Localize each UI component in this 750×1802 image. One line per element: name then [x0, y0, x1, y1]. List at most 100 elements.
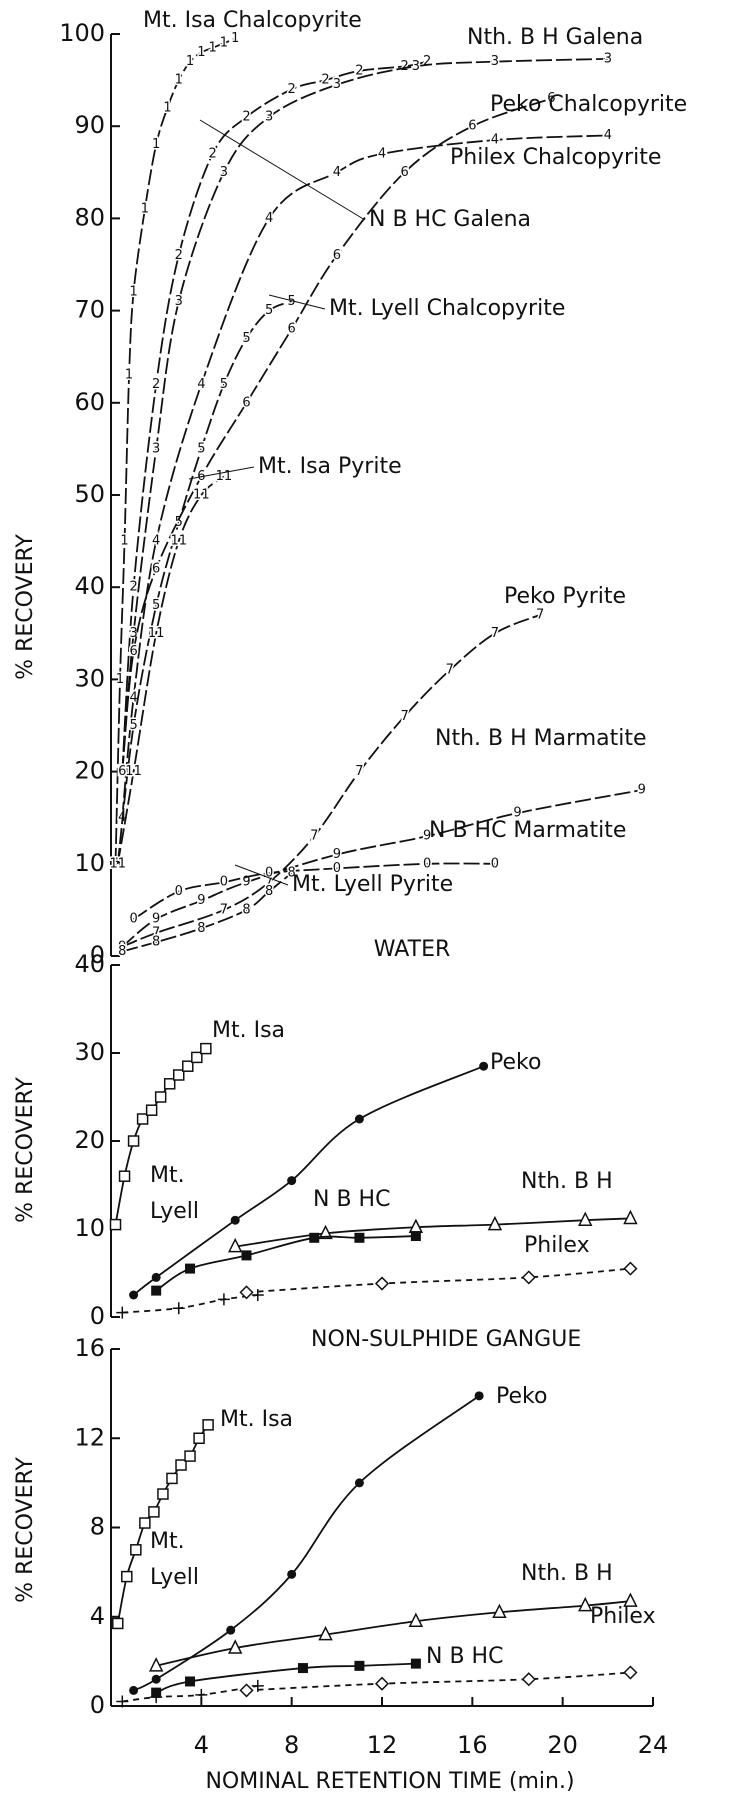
marker: 9 — [333, 847, 341, 862]
marker: 3 — [265, 109, 273, 124]
marker: 5 — [152, 598, 160, 613]
panel-title: NON-SULPHIDE GANGUE — [311, 1327, 581, 1352]
marker — [191, 1051, 203, 1064]
marker — [175, 1459, 187, 1471]
y-tick-label: 50 — [74, 480, 105, 508]
marker: 0 — [423, 856, 431, 871]
marker: 4 — [333, 165, 341, 180]
series-label: Peko — [490, 1050, 541, 1075]
marker — [193, 1432, 205, 1444]
series-line — [121, 57, 608, 772]
series-label: Mt. Isa — [212, 1018, 285, 1043]
y-tick-label: 40 — [74, 572, 105, 600]
marker: 11 — [193, 488, 210, 503]
series-label: Mt. Lyell Pyrite — [292, 872, 453, 897]
marker: 6 — [118, 764, 126, 779]
series-label: Mt. Lyell — [150, 1163, 199, 1224]
x-tick-label: 4 — [194, 1731, 209, 1759]
marker: 6 — [288, 322, 296, 337]
series-line — [155, 1662, 416, 1694]
marker — [129, 1290, 139, 1300]
marker — [623, 1665, 638, 1680]
marker: 3 — [604, 51, 612, 66]
series-line — [114, 37, 236, 864]
marker — [354, 1660, 365, 1671]
marker: 0 — [129, 912, 137, 927]
marker — [227, 1237, 243, 1253]
marker — [354, 1478, 364, 1488]
marker: 11 — [125, 764, 142, 779]
series-label: Nth. B H Marmatite — [435, 726, 647, 751]
y-axis-label: % RECOVERY — [13, 1077, 38, 1223]
marker: 0 — [491, 856, 499, 871]
series-line — [246, 1267, 631, 1294]
y-tick-label: 30 — [74, 1038, 105, 1066]
marker: 8 — [152, 935, 160, 950]
y-tick-label: 10 — [74, 1214, 105, 1242]
marker: 3 — [412, 59, 420, 74]
marker: 3 — [175, 294, 183, 309]
marker — [578, 1211, 593, 1226]
marker: 2 — [355, 63, 363, 78]
leader-line — [199, 119, 366, 221]
y-axis-label: % RECOVERY — [13, 534, 38, 680]
marker: 8 — [265, 884, 273, 899]
series-line — [116, 475, 225, 864]
marker: 2 — [423, 54, 431, 69]
series-label: N B HC — [313, 1187, 390, 1212]
y-tick-label: 20 — [74, 757, 105, 785]
marker — [374, 1276, 390, 1291]
marker — [226, 1625, 236, 1635]
marker: 1 — [116, 672, 124, 687]
series-label: N B HC — [426, 1644, 503, 1669]
marker: 4 — [604, 128, 612, 143]
marker: 4 — [265, 211, 273, 226]
marker — [474, 1391, 484, 1401]
marker: 8 — [288, 866, 296, 881]
y-tick-label: 30 — [74, 664, 105, 692]
y-tick-label: 0 — [90, 1691, 105, 1719]
y-tick-label: 4 — [90, 1602, 105, 1630]
marker — [354, 1232, 365, 1243]
marker: 1 — [111, 856, 119, 871]
marker — [287, 1176, 297, 1186]
marker: 4 — [491, 133, 499, 148]
marker: 9 — [118, 939, 126, 954]
marker — [200, 1042, 212, 1055]
marker: 6 — [129, 644, 137, 659]
y-tick-label: 70 — [74, 296, 105, 324]
y-tick-label: 80 — [74, 203, 105, 231]
marker — [623, 1209, 638, 1225]
marker — [297, 1663, 308, 1674]
marker: 7 — [355, 764, 363, 779]
marker: 0 — [333, 861, 341, 876]
marker: 9 — [638, 783, 646, 798]
marker — [151, 1285, 162, 1296]
marker: 8 — [118, 944, 126, 959]
y-tick-label: 16 — [74, 1334, 105, 1362]
marker — [148, 1657, 164, 1672]
marker — [410, 1658, 421, 1669]
series-label: Mt. Lyell — [150, 1529, 199, 1590]
series-label: N B HC Marmatite — [429, 818, 626, 843]
marker: 11 — [110, 856, 127, 871]
marker: 3 — [220, 165, 228, 180]
marker — [623, 1592, 638, 1607]
marker: 6 — [547, 91, 555, 106]
marker: 9 — [423, 829, 431, 844]
marker — [521, 1672, 536, 1687]
marker: 4 — [129, 690, 137, 705]
marker: 7 — [400, 709, 408, 724]
series-line — [116, 300, 293, 864]
marker: 5 — [265, 303, 273, 318]
series-label: N B HC Galena — [369, 207, 531, 232]
series-label: Mt. Isa Chalcopyrite — [143, 8, 362, 33]
marker: 9 — [152, 912, 160, 927]
x-axis-label: NOMINAL RETENTION TIME (min.) — [205, 1769, 574, 1794]
marker — [230, 1215, 240, 1225]
marker: 1 — [163, 100, 171, 115]
y-tick-label: 100 — [59, 19, 105, 47]
series-line — [122, 1294, 258, 1314]
marker: 4 — [152, 534, 160, 549]
